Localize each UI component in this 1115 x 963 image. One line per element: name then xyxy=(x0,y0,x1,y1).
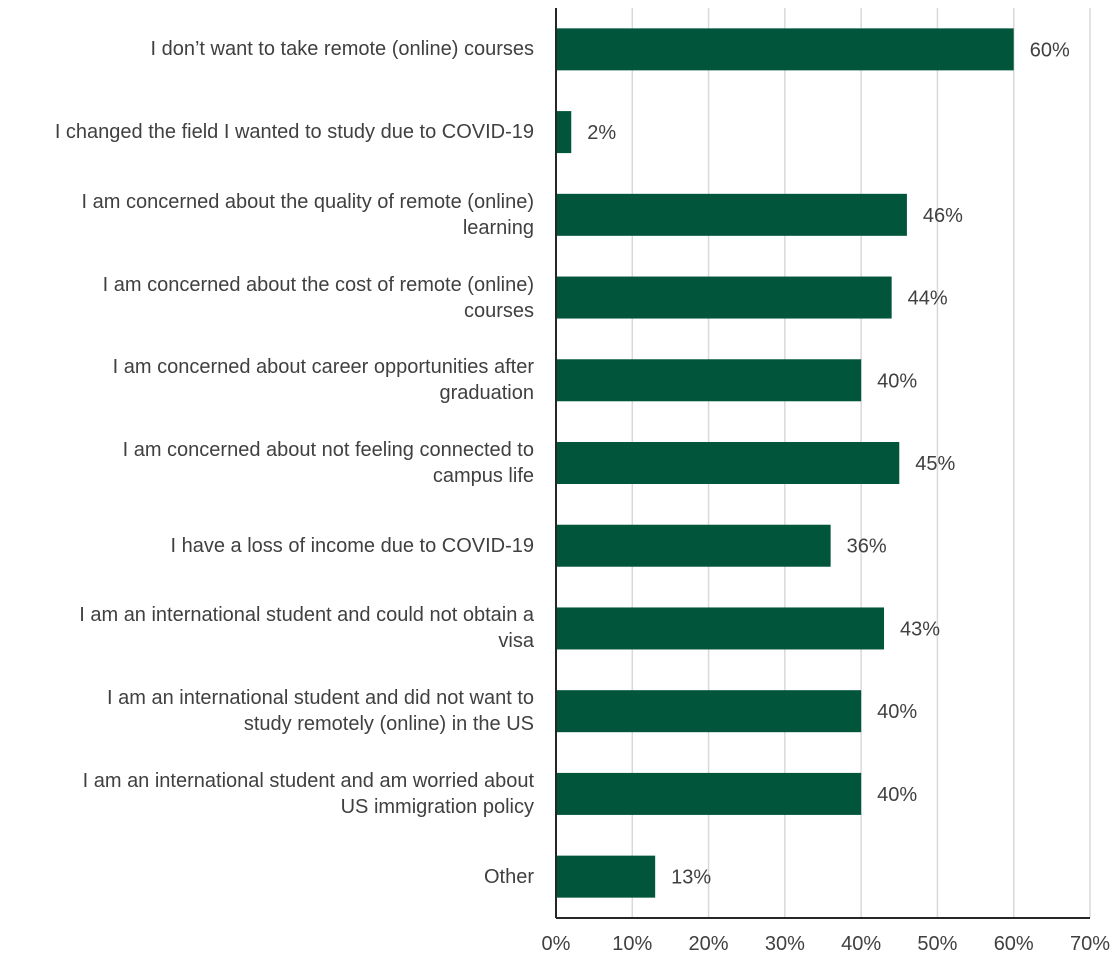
value-labels: 60% 2% 46% 44% 40% 45% 36% 43% 40% 40% 13% xyxy=(587,39,1070,888)
category-label-line: I am an international student and could … xyxy=(79,604,534,627)
category-label-line: I am concerned about career opportunitie… xyxy=(112,356,534,379)
category-label: I am concerned about the cost of remote … xyxy=(0,272,534,324)
data-label: 40% xyxy=(877,784,917,806)
bar xyxy=(556,276,892,319)
category-label: I changed the field I wanted to study du… xyxy=(0,119,534,145)
x-tick-label: 30% xyxy=(765,933,805,955)
bar xyxy=(556,855,656,898)
category-label-line: campus life xyxy=(432,465,534,487)
category-label: I am concerned about career opportunitie… xyxy=(0,354,534,406)
data-label: 40% xyxy=(877,370,917,392)
x-tick-label: 10% xyxy=(612,933,652,955)
data-label: 44% xyxy=(908,288,948,310)
bar xyxy=(556,193,907,236)
category-label-line: I am concerned about the cost of remote … xyxy=(102,273,534,296)
category-label: I am concerned about not feeling connect… xyxy=(0,437,534,489)
category-label-line: I am an international student and am wor… xyxy=(82,769,534,792)
category-label-line: I am concerned about not feeling connect… xyxy=(122,439,534,461)
category-label: I am an international student and could … xyxy=(0,602,534,654)
x-tick-label: 0% xyxy=(542,933,571,955)
bar xyxy=(556,772,862,815)
category-label-line: I have a loss of income due to COVID-19 xyxy=(170,534,534,557)
bar xyxy=(556,524,831,567)
x-tick-label: 50% xyxy=(917,933,957,955)
data-label: 36% xyxy=(847,536,887,558)
data-label: 46% xyxy=(923,205,963,227)
x-tick-label: 60% xyxy=(994,933,1034,955)
category-label: I am an international student and did no… xyxy=(0,685,534,737)
category-label: Other xyxy=(0,864,534,890)
data-label: 60% xyxy=(1030,39,1070,61)
data-label: 13% xyxy=(671,867,711,889)
bar xyxy=(556,111,572,154)
data-label: 40% xyxy=(877,701,917,723)
x-tick-labels: 0% 10% 20% 30% 40% 50% 60% 70% xyxy=(542,933,1111,955)
category-label: I have a loss of income due to COVID-19 xyxy=(0,533,534,559)
category-label-line: I am concerned about the quality of remo… xyxy=(81,190,534,213)
category-label-line: study remotely (online) in the US xyxy=(243,713,534,736)
category-label-line: graduation xyxy=(439,382,534,405)
bar xyxy=(556,359,862,402)
category-label-line: courses xyxy=(463,299,534,322)
category-label-line: I changed the field I wanted to study du… xyxy=(54,121,534,144)
data-label: 43% xyxy=(900,618,940,640)
bar xyxy=(556,442,900,484)
data-label: 2% xyxy=(587,122,616,144)
x-tick-label: 20% xyxy=(689,933,729,955)
category-label-line: learning xyxy=(462,216,534,239)
category-label-line: US immigration policy xyxy=(340,795,534,818)
x-tick-label: 40% xyxy=(841,933,881,955)
bars xyxy=(556,28,1014,898)
category-label-line: visa xyxy=(498,630,534,653)
bar xyxy=(556,28,1014,71)
category-label-line: I am an international student and did no… xyxy=(107,687,534,710)
data-label: 45% xyxy=(915,453,955,475)
category-label-line: Other xyxy=(483,865,534,888)
bar xyxy=(556,607,885,650)
category-label: I don’t want to take remote (online) cou… xyxy=(0,36,534,62)
bar xyxy=(556,690,862,733)
x-tick-label: 70% xyxy=(1070,933,1110,955)
category-label-line: I don’t want to take remote (online) cou… xyxy=(150,38,534,61)
category-label: I am an international student and am wor… xyxy=(0,768,534,820)
category-label: I am concerned about the quality of remo… xyxy=(0,189,534,241)
axes xyxy=(555,8,1090,919)
